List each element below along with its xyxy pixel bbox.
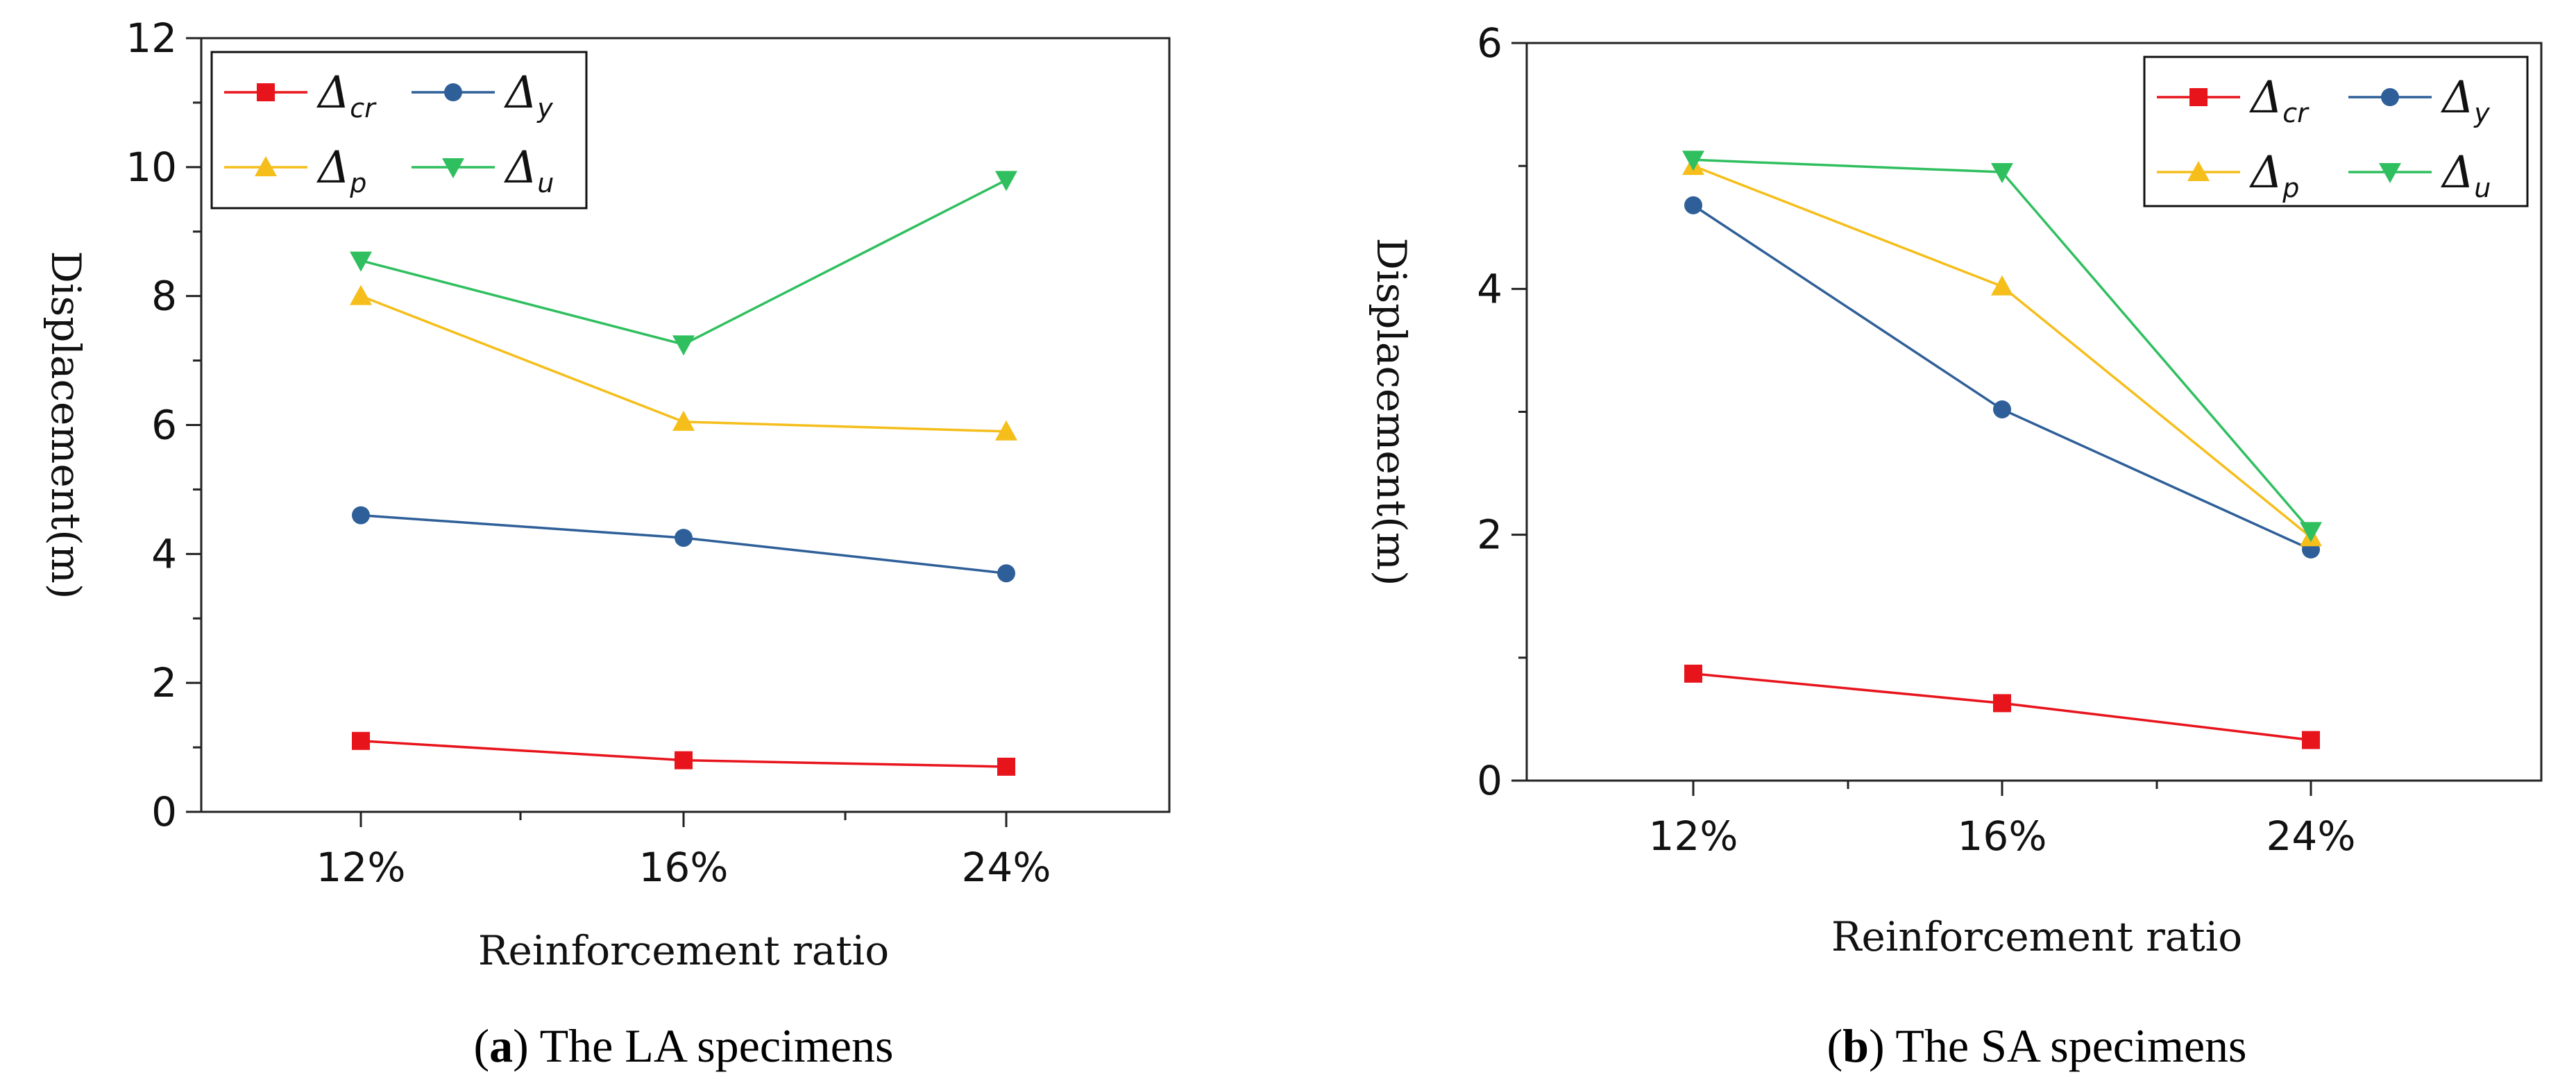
chart-a: 0 2 4 6 8 10 12 12% 16% 24% Reinforcement ratio Dis… — [42, 15, 1171, 1072]
y-tick-label: 2 — [1477, 511, 1502, 559]
legend-label-u: Δu — [2440, 147, 2491, 203]
legend-marker-y — [2381, 88, 2399, 106]
y-axis-title: Displacement(m) — [1368, 237, 1415, 586]
legend-marker-p — [2187, 161, 2210, 181]
legend-marker-cr — [2189, 88, 2208, 106]
figure-caption: (a) The LA specimens — [474, 1019, 894, 1072]
series-line-p — [1693, 164, 2312, 538]
legend-marker-p — [255, 156, 277, 176]
data-point-y — [1993, 400, 2011, 418]
x-tick-label: 16% — [1958, 813, 2047, 860]
data-point-u — [1682, 151, 1704, 171]
x-tick-label: 24% — [2266, 813, 2356, 860]
y-tick-label: 6 — [151, 402, 177, 449]
data-point-cr — [1684, 664, 1702, 683]
y-tick-label: 6 — [1477, 19, 1502, 67]
y-axis-title: Displacement(m) — [42, 250, 90, 599]
legend-marker-u — [442, 158, 464, 178]
data-point-cr — [675, 751, 693, 770]
data-point-p — [1991, 275, 2013, 296]
chart-b: 0 2 4 6 12% 16% 24% Reinforcement ratio Displace… — [1368, 19, 2543, 1072]
series-line-u — [1693, 158, 2312, 532]
y-tick-label: 8 — [151, 273, 177, 320]
data-point-y — [1684, 196, 1702, 214]
x-tick-label: 24% — [962, 844, 1051, 891]
figure-caption: (b) The SA specimens — [1827, 1019, 2246, 1072]
data-point-p — [672, 410, 695, 431]
legend-label-y: Δy — [503, 67, 553, 124]
legend-box — [2143, 56, 2529, 207]
y-tick-label: 4 — [151, 530, 177, 577]
data-point-p — [995, 420, 1017, 441]
legend-label-y: Δy — [2440, 72, 2490, 128]
data-point-u — [672, 335, 695, 356]
data-point-y — [997, 564, 1015, 583]
legend-label-cr: Δcr — [2248, 72, 2310, 128]
legend-marker-y — [444, 83, 462, 101]
y-tick-label: 0 — [1477, 757, 1502, 804]
data-point-cr — [1993, 694, 2011, 713]
legend-label-p: Δp — [316, 142, 366, 198]
data-point-y — [675, 529, 693, 547]
data-point-u — [350, 251, 372, 272]
legend-label-p: Δp — [2248, 147, 2299, 203]
data-point-p — [350, 284, 372, 305]
series-line-y — [1693, 204, 2312, 551]
legend-marker-cr — [257, 83, 275, 101]
x-tick-label: 12% — [316, 844, 406, 891]
data-point-y — [352, 506, 370, 525]
data-point-u — [1991, 163, 2013, 184]
y-tick-label: 4 — [1477, 265, 1502, 312]
x-tick-label: 16% — [639, 844, 729, 891]
x-axis-title: Reinforcement ratio — [478, 927, 889, 974]
data-point-cr — [2302, 731, 2320, 749]
legend-marker-u — [2379, 163, 2401, 183]
y-tick-label: 12 — [126, 15, 177, 62]
legend-label-u: Δu — [503, 142, 554, 198]
data-point-u — [2300, 522, 2322, 543]
data-point-cr — [352, 731, 370, 750]
legend-box — [210, 51, 588, 210]
y-tick-label: 2 — [151, 659, 177, 706]
x-tick-label: 12% — [1649, 813, 1738, 860]
data-point-u — [995, 171, 1017, 192]
y-tick-label: 0 — [151, 788, 177, 835]
data-point-cr — [997, 757, 1015, 776]
y-tick-label: 10 — [126, 144, 177, 191]
x-axis-title: Reinforcement ratio — [1831, 913, 2242, 960]
legend-label-cr: Δcr — [316, 67, 377, 124]
